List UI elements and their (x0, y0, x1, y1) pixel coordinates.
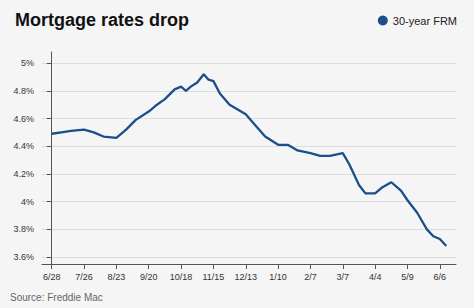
svg-text:8/23: 8/23 (108, 272, 126, 282)
svg-text:7/26: 7/26 (75, 272, 93, 282)
svg-text:11/15: 11/15 (202, 272, 224, 282)
svg-text:30-year FRM: 30-year FRM (393, 15, 457, 27)
svg-text:9/20: 9/20 (140, 272, 158, 282)
svg-text:Mortgage rates drop: Mortgage rates drop (15, 10, 189, 30)
svg-text:4%: 4% (21, 197, 34, 207)
svg-text:5%: 5% (21, 58, 34, 68)
svg-text:6/28: 6/28 (43, 272, 61, 282)
svg-text:3/7: 3/7 (337, 272, 350, 282)
svg-text:Source: Freddie Mac: Source: Freddie Mac (10, 292, 103, 303)
svg-text:2/7: 2/7 (304, 272, 317, 282)
svg-text:4.8%: 4.8% (13, 86, 34, 96)
svg-text:4.2%: 4.2% (13, 169, 34, 179)
svg-text:4/4: 4/4 (369, 272, 382, 282)
svg-text:3.8%: 3.8% (13, 224, 34, 234)
svg-text:1/10: 1/10 (269, 272, 287, 282)
svg-text:4.4%: 4.4% (13, 141, 34, 151)
svg-text:3.6%: 3.6% (13, 252, 34, 262)
svg-text:6/6: 6/6 (434, 272, 447, 282)
svg-text:4.6%: 4.6% (13, 114, 34, 124)
svg-text:12/13: 12/13 (234, 272, 257, 282)
svg-text:5/9: 5/9 (401, 272, 414, 282)
svg-text:10/18: 10/18 (170, 272, 193, 282)
